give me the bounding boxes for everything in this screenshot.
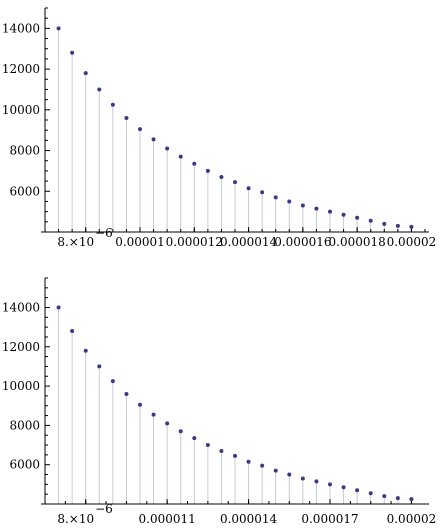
x-tick-exponent: −6 [95,502,113,516]
data-point [97,364,102,369]
data-point [260,463,265,468]
x-tick-label: 8.×10 [57,235,94,249]
x-tick-label: 0.000014 [220,235,278,249]
data-point [70,329,75,334]
data-point [395,223,400,228]
data-point [260,190,265,195]
data-point [219,175,224,180]
x-tick-label: 0.000012 [166,235,223,249]
data-point [151,137,156,142]
y-tick-label: 6000 [9,458,40,472]
y-tick-label: 14000 [2,21,40,35]
data-point [314,479,319,484]
data-point [56,26,61,31]
data-point [273,468,278,473]
data-point [328,209,332,214]
data-point [409,497,414,502]
x-tick-label: 0.000018 [329,235,386,249]
x-tick-label: 0.000011 [139,512,196,526]
y-tick-label: 8000 [9,144,40,158]
data-point [287,199,292,204]
y-tick-label: 12000 [2,62,40,76]
data-point [56,305,61,310]
x-tick-label: 0.000014 [220,512,278,526]
data-point [233,453,237,458]
y-tick-label: 8000 [9,418,40,432]
data-point [233,180,237,185]
data-point [300,476,305,481]
data-point [355,215,360,220]
x-tick-label: 0.00001 [115,235,165,249]
data-point [165,421,170,426]
data-point [205,443,210,448]
x-tick-exponent: −6 [95,226,113,240]
chart-2: 6000 8000 10000 12000 14000 8.×10−6 0.000011 0.… [2,277,437,526]
data-point [246,186,251,191]
data-point [178,154,183,159]
data-point [341,485,346,490]
data-point [382,221,387,226]
data-point [219,448,224,453]
data-point [192,161,197,166]
y-tick-label: 6000 [9,184,40,198]
data-point [355,488,360,493]
data-point [192,436,197,441]
data-point [409,224,414,229]
data-point [97,87,102,92]
data-point [165,146,170,151]
y-tick-label: 14000 [2,300,40,314]
data-point [205,168,210,173]
data-point [246,459,251,464]
x-tick-label: 0.000016 [274,235,331,249]
data-point [328,482,332,487]
data-point [395,496,400,501]
data-point [151,412,156,417]
data-point [138,402,142,407]
y-tick-label: 10000 [2,103,40,117]
data-point [341,212,346,217]
data-point [287,472,292,477]
x-tick-label: 0.000017 [301,512,358,526]
x-tick-label: 0.00002 [387,235,437,249]
data-point [110,379,115,384]
data-point [110,102,115,107]
y-tick-label: 12000 [2,340,40,354]
data-point [300,203,305,208]
data-point [83,348,88,353]
y-tick-label: 10000 [2,379,40,393]
data-point [178,429,183,434]
data-point [124,115,129,120]
data-point [368,491,373,496]
data-point [382,494,387,499]
data-point [124,391,129,396]
data-point [83,71,88,76]
x-tick-label: 8.×10 [57,512,94,526]
data-point [314,206,319,211]
data-point [70,50,75,55]
data-point [273,195,278,200]
data-point [138,127,142,132]
data-point [368,218,373,223]
x-tick-label: 0.00002 [387,512,437,526]
